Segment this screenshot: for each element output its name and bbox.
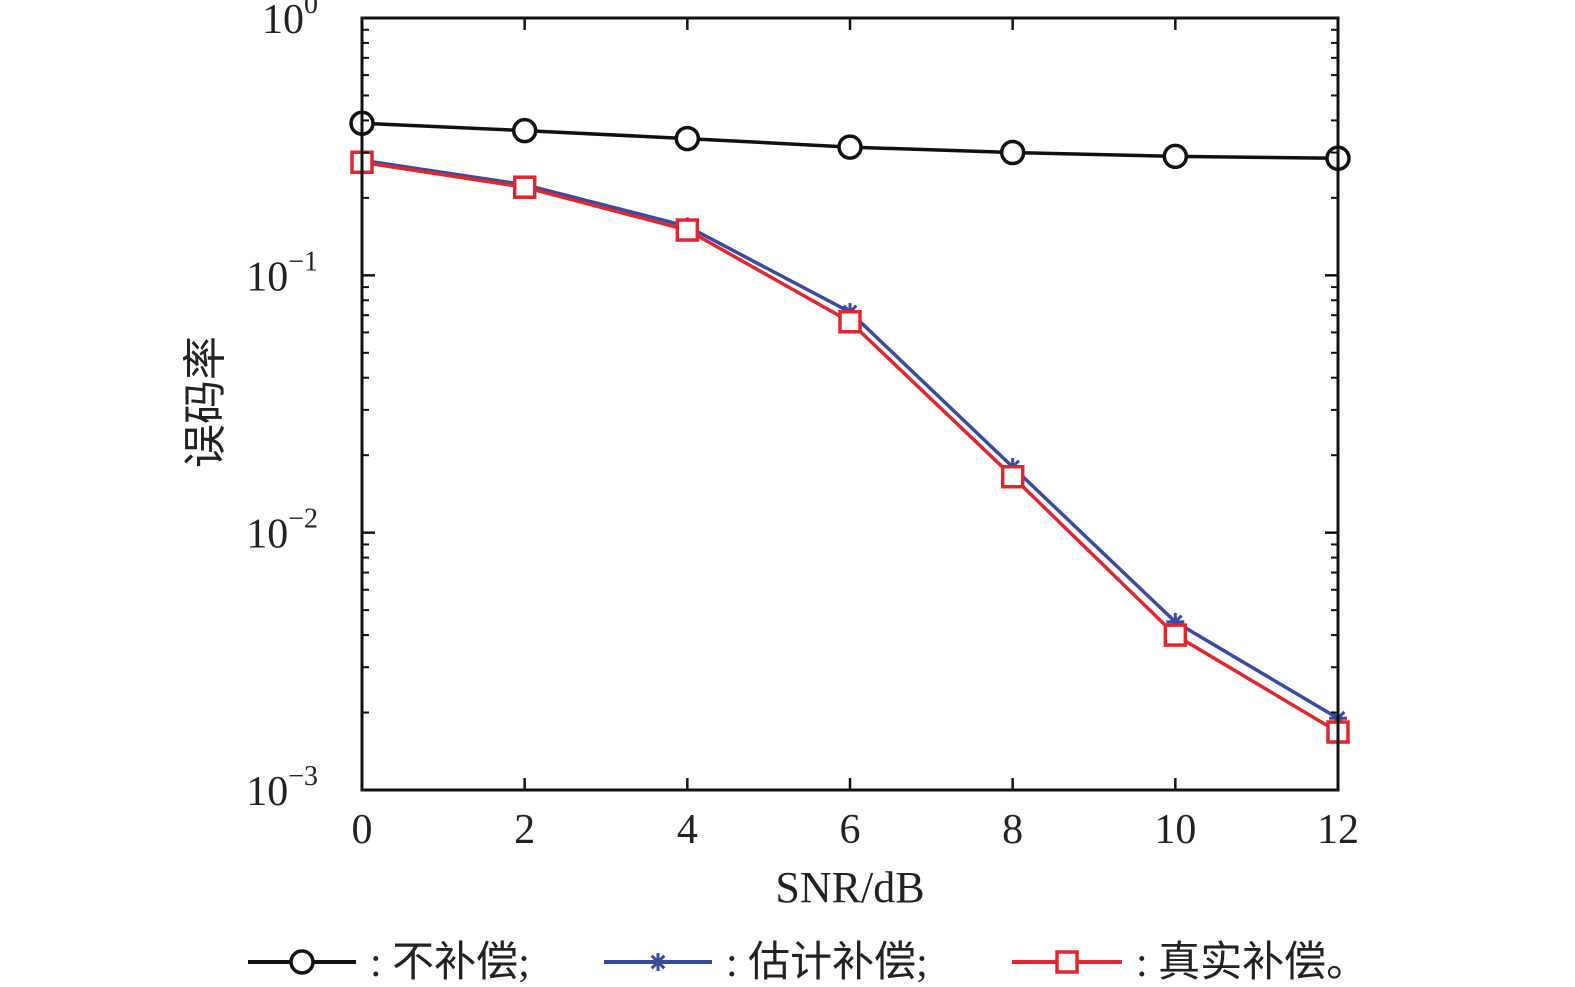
legend-marker-estimated <box>649 953 667 971</box>
data-point-uncompensated <box>511 117 538 144</box>
data-point-uncompensated <box>837 134 863 160</box>
series-uncompensated <box>349 110 1351 172</box>
legend-item-uncompensated: : 不补偿; <box>248 940 530 986</box>
y-axis-label: 误码率 <box>181 336 230 468</box>
data-point-true <box>675 218 700 242</box>
data-point-true <box>838 310 862 334</box>
series-true <box>350 150 1350 744</box>
data-point-uncompensated <box>1162 143 1189 170</box>
legend-label-estimated: : 估计补偿; <box>726 940 928 986</box>
data-point-true <box>1163 623 1188 647</box>
y-tick-label: 10−1 <box>246 246 318 300</box>
data-point-uncompensated <box>674 125 701 152</box>
plot-frame <box>360 16 1340 792</box>
legend: : 不补偿; : 估计补偿; : 真实补偿。 <box>248 939 1368 986</box>
legend-item-estimated: : 估计补偿; <box>604 940 928 986</box>
y-tick-label: 100 <box>262 0 318 43</box>
x-axis-label: SNR/dB <box>775 863 924 912</box>
asterisk-stroke <box>650 954 666 970</box>
x-tick-label: 2 <box>514 807 535 853</box>
y-tick-label: 10−3 <box>246 761 318 815</box>
plot-layer <box>349 110 1351 744</box>
x-tick-label: 4 <box>677 807 698 853</box>
x-tick-label: 8 <box>1002 807 1023 853</box>
series-line-true <box>361 160 1339 734</box>
legend-marker-true <box>1055 950 1079 974</box>
legend-label-true: : 真实补偿。 <box>1136 939 1368 986</box>
data-point-true <box>512 175 537 199</box>
series-estimated <box>353 151 1347 728</box>
x-tick-label: 6 <box>840 807 861 853</box>
series-line-estimated <box>361 158 1339 720</box>
y-tick-label: 10−2 <box>246 504 318 558</box>
legend-label-uncompensated: : 不补偿; <box>370 940 530 986</box>
legend-item-true: : 真实补偿。 <box>1012 939 1368 986</box>
x-tick-label: 12 <box>1317 807 1359 853</box>
x-tick-label: 10 <box>1154 807 1196 853</box>
x-tick-label: 0 <box>352 807 373 853</box>
axes-layer: 0 2 4 6 8 10 12 100 10−1 10−2 10−3 SNR/dB 误码率 <box>181 0 1359 912</box>
data-point-true <box>1000 464 1025 489</box>
legend-marker-uncompensated <box>289 949 315 975</box>
data-point-uncompensated <box>999 139 1026 166</box>
